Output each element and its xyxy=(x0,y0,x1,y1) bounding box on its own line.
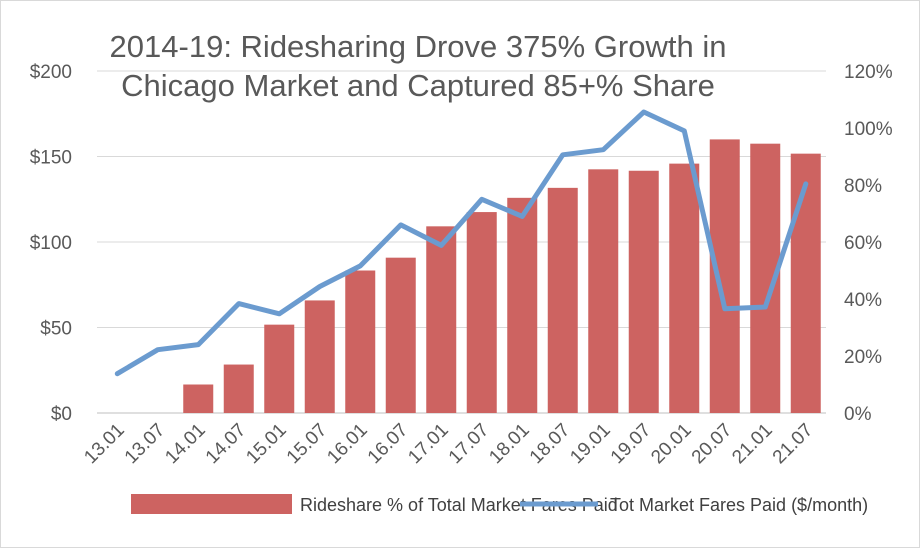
x-axis-tick-label: 13.01 xyxy=(80,420,128,468)
right-axis-tick-label: 80% xyxy=(844,176,882,197)
x-axis-tick-label: 17.07 xyxy=(445,420,493,468)
legend-label-rideshare: Rideshare % of Total Market Fares Paid xyxy=(300,495,618,515)
x-axis-tick-label: 17.01 xyxy=(404,420,452,468)
x-axis-tick-label: 15.01 xyxy=(242,420,290,468)
x-axis-tick-label: 18.07 xyxy=(526,420,574,468)
x-axis-tick-label: 18.01 xyxy=(485,420,533,468)
legend-label-fares: Tot Market Fares Paid ($/month) xyxy=(610,495,868,515)
left-axis-tick-label: $200 xyxy=(30,62,72,83)
x-axis-tick-label: 20.07 xyxy=(688,420,736,468)
x-axis-tick-label: 14.01 xyxy=(161,420,209,468)
legend: Rideshare % of Total Market Fares Paid T… xyxy=(131,494,868,515)
chart-title-line-2: Chicago Market and Captured 85+% Share xyxy=(121,68,715,103)
right-axis-tick-label: 40% xyxy=(844,290,882,311)
x-axis-tick-label: 21.07 xyxy=(769,420,817,468)
x-axis-tick-label: 21.01 xyxy=(728,420,776,468)
left-axis-tick-label: $100 xyxy=(30,233,72,254)
x-axis-tick-label: 19.01 xyxy=(566,420,614,468)
x-axis-tick-label: 16.07 xyxy=(364,420,412,468)
right-axis-tick-label: 0% xyxy=(844,404,872,425)
bar-20.07 xyxy=(709,139,740,413)
chart-title: 2014-19: Ridesharing Drove 375% Growth i… xyxy=(110,29,727,103)
right-axis-tick-label: 120% xyxy=(844,62,893,83)
legend-swatch-rideshare xyxy=(131,494,292,514)
bar-series xyxy=(183,139,821,414)
bar-14.07 xyxy=(223,364,254,413)
bar-20.01 xyxy=(669,163,700,413)
bar-17.01 xyxy=(426,226,457,413)
bar-15.01 xyxy=(264,324,295,413)
x-axis-tick-label: 20.01 xyxy=(647,420,695,468)
bar-16.01 xyxy=(345,270,376,413)
right-axis-tick-label: 60% xyxy=(844,233,882,254)
x-axis-tick-label: 15.07 xyxy=(283,420,331,468)
line-fares xyxy=(114,109,809,377)
left-axis-tick-label: $0 xyxy=(51,404,72,425)
bar-14.01 xyxy=(183,384,214,413)
x-axis-tick-label: 13.07 xyxy=(121,420,169,468)
bar-21.07 xyxy=(790,153,821,413)
x-axis-tick-label: 19.07 xyxy=(607,420,655,468)
bar-18.07 xyxy=(547,187,578,413)
chart-title-line-1: 2014-19: Ridesharing Drove 375% Growth i… xyxy=(110,29,727,64)
x-axis-tick-label: 16.01 xyxy=(323,420,371,468)
bar-17.07 xyxy=(466,212,497,413)
bar-18.01 xyxy=(507,197,538,413)
left-axis-tick-label: $150 xyxy=(30,148,72,169)
bar-15.07 xyxy=(304,300,335,413)
left-axis-tick-label: $50 xyxy=(40,319,72,340)
x-axis-tick-label: 14.07 xyxy=(202,420,250,468)
line-series xyxy=(114,109,809,377)
bar-19.07 xyxy=(628,170,659,413)
right-axis-tick-label: 20% xyxy=(844,347,882,368)
bar-16.07 xyxy=(385,257,416,413)
right-axis-tick-label: 100% xyxy=(844,119,893,140)
bar-19.01 xyxy=(588,169,619,413)
